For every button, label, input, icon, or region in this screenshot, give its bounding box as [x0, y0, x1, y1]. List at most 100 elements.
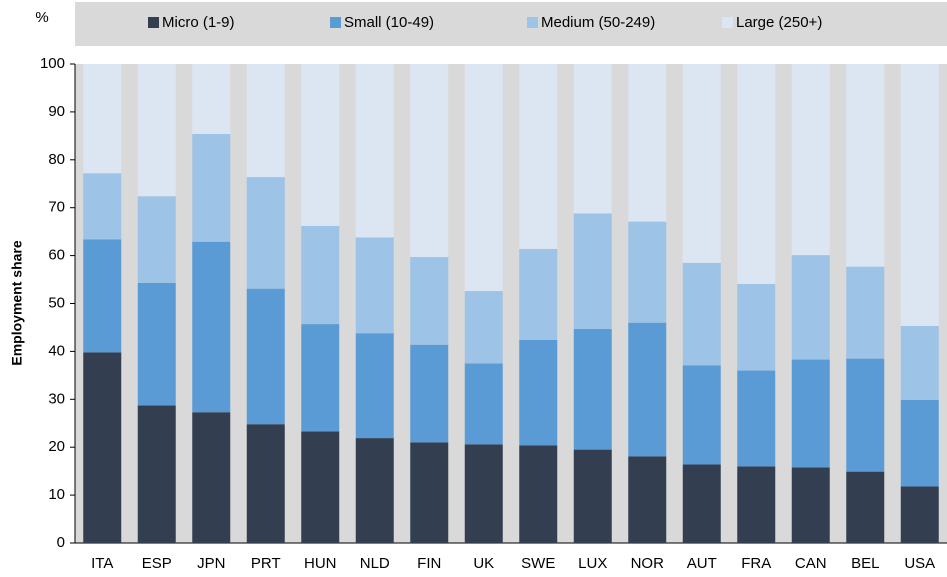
x-tick-label: AUT: [687, 555, 717, 572]
legend-swatch: [148, 17, 159, 28]
bar-segment: [464, 64, 503, 292]
bar-segment: [682, 464, 721, 543]
bar-segment: [137, 282, 176, 406]
x-tick-label: SWE: [521, 555, 555, 572]
bar-segment: [137, 196, 176, 283]
bar-segment: [246, 424, 285, 543]
bar-segment: [355, 438, 394, 543]
y-tick-label: 70: [48, 199, 65, 216]
bar-segment: [791, 467, 830, 543]
x-tick-label: CAN: [795, 555, 827, 572]
bar-segment: [301, 64, 340, 226]
bar-segment: [519, 445, 558, 543]
bar-segment: [628, 221, 667, 323]
bar-segment: [192, 133, 231, 242]
x-tick-label: NLD: [360, 555, 390, 572]
bar-segment: [464, 291, 503, 364]
legend-label: Small (10-49): [344, 14, 434, 31]
bar-segment: [791, 255, 830, 360]
x-tick-label: ITA: [91, 555, 113, 572]
bar-segment: [573, 64, 612, 214]
x-tick-label: NOR: [631, 555, 665, 572]
bar-segment: [355, 333, 394, 439]
y-tick-label: 60: [48, 247, 65, 264]
x-tick-label: HUN: [304, 555, 337, 572]
y-tick-label: 30: [48, 390, 65, 407]
legend-label: Medium (50-249): [541, 14, 655, 31]
y-tick-label: 0: [57, 534, 65, 551]
y-tick-label: 90: [48, 103, 65, 120]
x-tick-label: UK: [473, 555, 494, 572]
bar-segment: [519, 64, 558, 249]
bar-segment: [573, 328, 612, 450]
bar-segment: [246, 288, 285, 425]
bar-segment: [301, 431, 340, 543]
bar-segment: [83, 64, 122, 174]
bar-segment: [900, 399, 939, 487]
unit-label: %: [35, 9, 48, 26]
bar-segment: [83, 173, 122, 240]
bar-segment: [410, 64, 449, 258]
bar-segment: [519, 248, 558, 340]
bar-segment: [682, 365, 721, 465]
bar-segment: [355, 64, 394, 238]
x-tick-label: PRT: [251, 555, 281, 572]
bar-segment: [137, 64, 176, 197]
bar-segment: [846, 358, 885, 472]
y-tick-label: 100: [40, 55, 65, 72]
legend-swatch: [527, 17, 538, 28]
bar-segment: [83, 352, 122, 543]
legend-label: Micro (1-9): [162, 14, 235, 31]
bar-segment: [192, 64, 231, 134]
bar-segment: [628, 322, 667, 457]
y-axis-title: Employment share: [9, 240, 25, 365]
legend-label: Large (250+): [736, 14, 822, 31]
bar-segment: [682, 64, 721, 263]
bar-segment: [301, 324, 340, 432]
legend-swatch: [722, 17, 733, 28]
legend-swatch: [330, 17, 341, 28]
bar-segment: [192, 412, 231, 543]
x-tick-label: BEL: [851, 555, 879, 572]
bar-segment: [410, 344, 449, 443]
bar-segment: [900, 326, 939, 400]
bar-segment: [246, 177, 285, 289]
bar-segment: [464, 444, 503, 543]
y-tick-label: 10: [48, 486, 65, 503]
bar-segment: [628, 64, 667, 222]
bar-segment: [83, 239, 122, 353]
bar-segment: [410, 442, 449, 543]
y-tick-label: 40: [48, 342, 65, 359]
y-tick-label: 80: [48, 151, 65, 168]
bar-segment: [737, 466, 776, 543]
bar-segment: [519, 339, 558, 446]
legend-box: [75, 2, 947, 46]
bar-segment: [791, 359, 830, 468]
bar-segment: [192, 241, 231, 413]
bar-segment: [900, 64, 939, 327]
bar-segment: [246, 64, 285, 178]
bar-segment: [410, 257, 449, 345]
bar-segment: [301, 225, 340, 325]
bar-segment: [355, 237, 394, 334]
y-tick-label: 20: [48, 438, 65, 455]
bar-segment: [464, 363, 503, 445]
bar-segment: [573, 449, 612, 543]
bar-segment: [846, 266, 885, 359]
bar-segment: [628, 456, 667, 543]
bar-segment: [737, 283, 776, 371]
x-tick-label: USA: [904, 555, 935, 572]
x-tick-label: FIN: [417, 555, 441, 572]
x-tick-label: FRA: [741, 555, 771, 572]
x-tick-label: LUX: [578, 555, 607, 572]
bar-segment: [846, 471, 885, 543]
bar-segment: [573, 213, 612, 329]
x-tick-label: JPN: [197, 555, 225, 572]
bar-segment: [137, 405, 176, 543]
bar-segment: [791, 64, 830, 256]
bar-segment: [737, 370, 776, 467]
bar-segment: [900, 486, 939, 543]
bar-segment: [737, 64, 776, 284]
y-tick-label: 50: [48, 294, 65, 311]
